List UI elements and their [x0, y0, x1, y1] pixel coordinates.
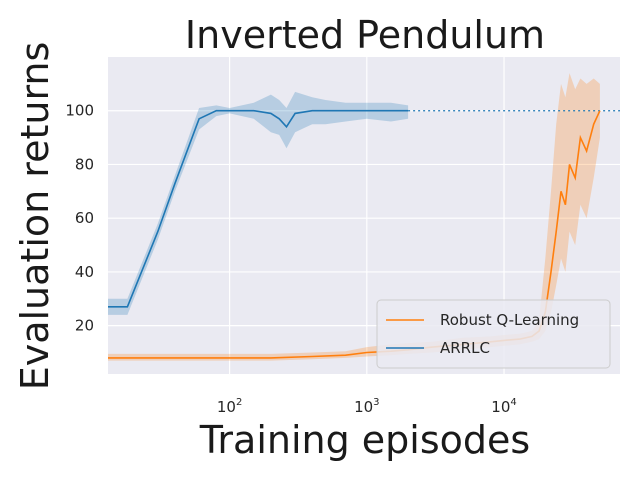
y-tick-label: 40: [75, 263, 94, 281]
x-tick-label: 103: [354, 397, 379, 416]
legend: Robust Q-Learning ARRLC: [376, 299, 611, 369]
y-axis-label: Evaluation returns: [13, 42, 57, 391]
x-axis-label: Training episodes: [199, 418, 530, 462]
series-line-arrlc: [108, 109, 409, 308]
y-tick-label: 60: [75, 209, 94, 227]
legend-box: [376, 299, 611, 369]
y-ticks: 20 40 60 80 100: [65, 102, 94, 335]
x-tick-label: 102: [217, 397, 242, 416]
legend-label-arrlc: ARRLC: [440, 339, 490, 357]
y-tick-label: 100: [65, 102, 94, 120]
x-tick-label: 104: [491, 397, 516, 416]
y-tick-label: 80: [75, 155, 94, 173]
legend-label-robust-q-learning: Robust Q-Learning: [440, 311, 579, 329]
y-tick-label: 20: [75, 317, 94, 335]
x-ticks: 102 103 104: [217, 397, 517, 416]
grid: [108, 57, 620, 374]
chart-title: Inverted Pendulum: [185, 13, 545, 57]
